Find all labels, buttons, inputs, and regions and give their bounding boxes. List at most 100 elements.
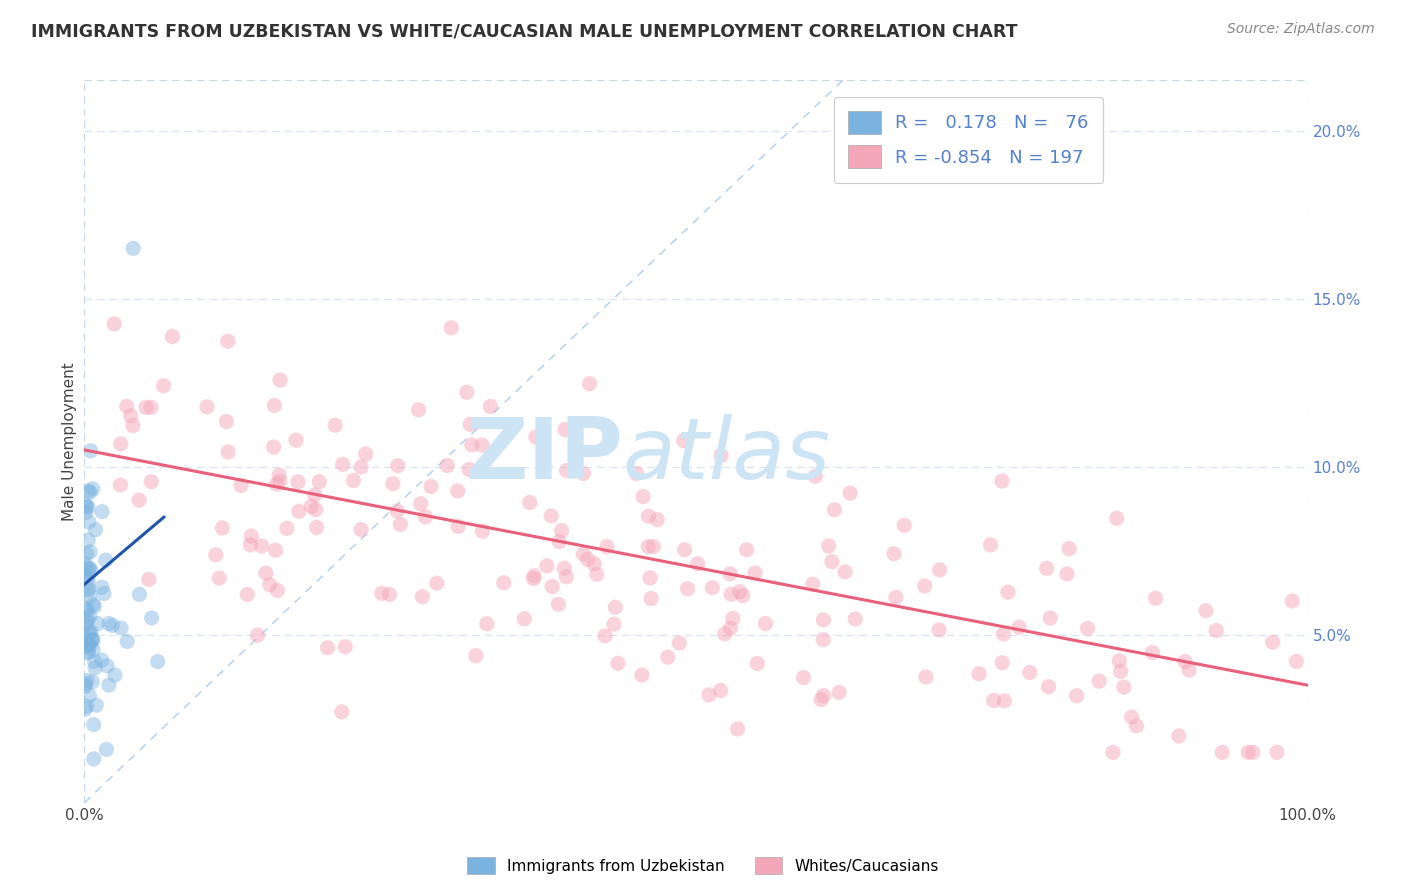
Point [73, 569, 96, 583]
Point [76, 570, 98, 584]
Point [263, 399, 285, 413]
Point [83, 599, 105, 614]
Point [747, 657, 769, 671]
Point [342, 474, 364, 488]
Point [813, 613, 835, 627]
Point [211, 521, 233, 535]
Point [79, 443, 101, 458]
Point [75, 563, 97, 577]
Point [1112, 680, 1135, 694]
Point [141, 475, 163, 489]
Point [702, 581, 724, 595]
Point [77, 533, 100, 547]
Point [536, 558, 558, 573]
Point [718, 566, 741, 581]
Point [576, 552, 599, 566]
Point [110, 437, 132, 451]
Point [96, 659, 118, 673]
Point [304, 488, 326, 502]
Point [626, 467, 648, 481]
Point [240, 529, 263, 543]
Point [115, 399, 138, 413]
Point [76, 603, 98, 617]
Point [415, 510, 437, 524]
Point [596, 540, 619, 554]
Point [464, 648, 486, 663]
Point [993, 627, 1015, 641]
Point [239, 538, 262, 552]
Point [643, 540, 665, 554]
Point [640, 591, 662, 606]
Point [381, 476, 404, 491]
Point [259, 577, 281, 591]
Point [440, 321, 463, 335]
Point [553, 561, 575, 575]
Point [316, 640, 339, 655]
Point [548, 534, 571, 549]
Point [793, 671, 815, 685]
Point [821, 555, 844, 569]
Point [479, 400, 502, 414]
Text: Source: ZipAtlas.com: Source: ZipAtlas.com [1227, 22, 1375, 37]
Point [811, 632, 834, 647]
Point [645, 512, 668, 526]
Point [550, 524, 572, 538]
Point [1057, 541, 1080, 556]
Point [73, 640, 96, 654]
Legend: Immigrants from Uzbekistan, Whites/Caucasians: Immigrants from Uzbekistan, Whites/Cauca… [461, 851, 945, 880]
Point [710, 449, 733, 463]
Point [606, 657, 628, 671]
Point [727, 722, 749, 736]
Point [1018, 665, 1040, 680]
Point [461, 438, 484, 452]
Y-axis label: Male Unemployment: Male Unemployment [62, 362, 77, 521]
Point [217, 445, 239, 459]
Point [246, 628, 269, 642]
Point [79, 609, 101, 624]
Point [75, 500, 97, 514]
Point [519, 495, 541, 509]
Point [555, 570, 578, 584]
Point [378, 587, 401, 601]
Point [817, 539, 839, 553]
Point [299, 500, 322, 514]
Point [475, 616, 498, 631]
Point [585, 567, 607, 582]
Legend: R =   0.178   N =   76, R = -0.854   N = 197: R = 0.178 N = 76, R = -0.854 N = 197 [834, 96, 1102, 183]
Point [215, 415, 238, 429]
Point [1109, 665, 1132, 679]
Point [110, 478, 132, 492]
Point [91, 580, 114, 594]
Point [82, 642, 104, 657]
Point [84, 661, 107, 675]
Point [76, 673, 98, 688]
Point [82, 633, 104, 648]
Point [554, 422, 576, 436]
Point [883, 547, 905, 561]
Point [637, 509, 659, 524]
Point [162, 329, 184, 343]
Point [997, 585, 1019, 599]
Point [637, 540, 659, 554]
Point [79, 640, 101, 654]
Point [967, 666, 990, 681]
Point [77, 515, 100, 529]
Point [269, 475, 291, 489]
Point [122, 241, 145, 255]
Point [668, 636, 690, 650]
Text: IMMIGRANTS FROM UZBEKISTAN VS WHITE/CAUCASIAN MALE UNEMPLOYMENT CORRELATION CHAR: IMMIGRANTS FROM UZBEKISTAN VS WHITE/CAUC… [31, 22, 1018, 40]
Point [1265, 745, 1288, 759]
Point [884, 591, 907, 605]
Point [991, 656, 1014, 670]
Point [371, 586, 394, 600]
Point [79, 589, 101, 603]
Point [1035, 561, 1057, 575]
Point [1121, 710, 1143, 724]
Point [1066, 689, 1088, 703]
Point [458, 417, 481, 432]
Point [330, 705, 353, 719]
Point [673, 542, 696, 557]
Point [1142, 646, 1164, 660]
Point [83, 655, 105, 669]
Point [1205, 624, 1227, 638]
